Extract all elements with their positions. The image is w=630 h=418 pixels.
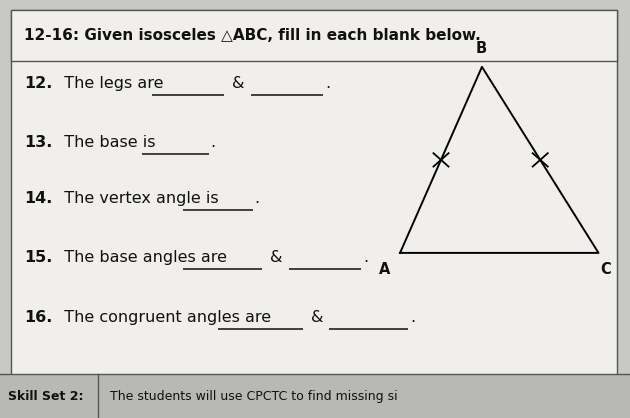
Text: 15.: 15. [24, 250, 52, 265]
Text: The students will use CPCTC to find missing si: The students will use CPCTC to find miss… [102, 390, 398, 403]
Text: The legs are: The legs are [54, 76, 164, 91]
FancyBboxPatch shape [0, 374, 630, 418]
Text: C: C [600, 262, 612, 277]
Text: .: . [210, 135, 215, 150]
Text: .: . [410, 310, 415, 325]
Text: 14.: 14. [24, 191, 52, 206]
FancyBboxPatch shape [11, 10, 617, 376]
Text: .: . [325, 76, 330, 91]
FancyBboxPatch shape [11, 10, 617, 61]
Text: 16.: 16. [24, 310, 52, 325]
Text: 12-16: Given isosceles △ABC, fill in each blank below.: 12-16: Given isosceles △ABC, fill in eac… [24, 28, 481, 43]
Text: .: . [255, 191, 260, 206]
Text: B: B [475, 41, 486, 56]
Text: 13.: 13. [24, 135, 52, 150]
Text: &: & [270, 250, 282, 265]
Text: The vertex angle is: The vertex angle is [54, 191, 219, 206]
Text: The congruent angles are: The congruent angles are [54, 310, 272, 325]
Text: &: & [311, 310, 323, 325]
Text: The base angles are: The base angles are [54, 250, 227, 265]
Text: .: . [363, 250, 368, 265]
Text: A: A [379, 262, 390, 277]
Text: 12.: 12. [24, 76, 52, 91]
Text: &: & [232, 76, 244, 91]
Text: Skill Set 2:: Skill Set 2: [8, 390, 83, 403]
Text: The base is: The base is [54, 135, 156, 150]
